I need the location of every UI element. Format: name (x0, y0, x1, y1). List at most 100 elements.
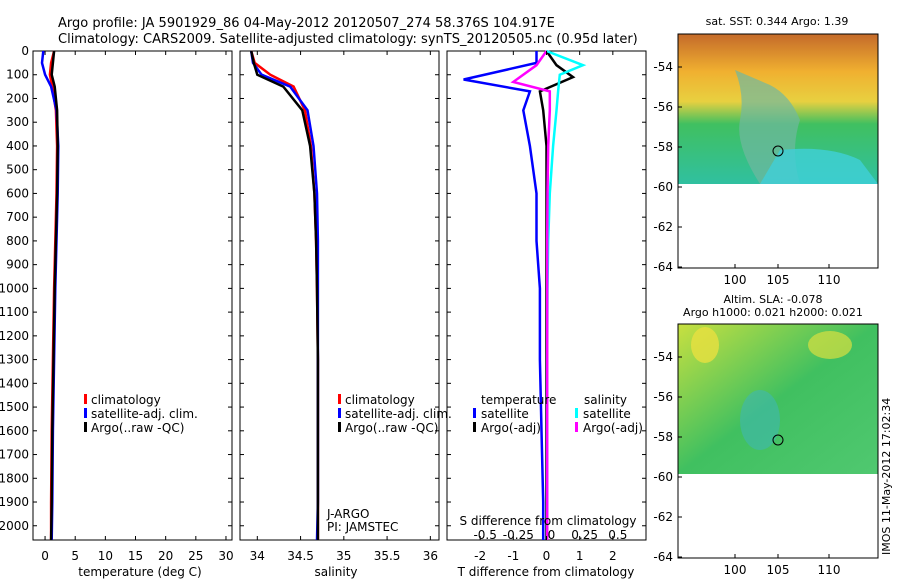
map-y-tick-label: -58 (653, 140, 673, 154)
y-tick-label: 1200 (0, 329, 29, 343)
sla-map-high-patch (808, 331, 852, 359)
y-tick-label: 1300 (0, 353, 29, 367)
sla-map-ticks: 100 105 110 -54 -56 -58 -60 -62 -64 (653, 350, 840, 577)
difference-legend: temperature salinity satellite Argo(-adj… (473, 393, 643, 435)
difference-top-xlabel: S difference from climatology (460, 514, 637, 528)
map-y-tick-label: -54 (653, 350, 673, 364)
map-y-tick-label: -62 (653, 510, 673, 524)
sst-map-cyan-patch (760, 148, 878, 184)
map-x-tick-label: 105 (767, 563, 790, 577)
y-tick-label: 1400 (0, 376, 29, 390)
sla-map-high-patch (691, 327, 719, 363)
salinity-legend: climatology satellite-adj. clim. Argo(..… (338, 393, 452, 435)
salinity-plot (249, 50, 320, 541)
y-tick-label: 500 (6, 163, 29, 177)
sla-map-title-line1: Altim. SLA: -0.078 (723, 293, 822, 306)
y-tick-label: 1800 (0, 471, 29, 485)
series-line-salinity-argo-adj- (510, 50, 552, 540)
map-y-tick-label: -64 (653, 260, 673, 274)
sla-map-title-line2: Argo h1000: 0.021 h2000: 0.021 (683, 306, 863, 319)
legend-swatch-satellite (338, 408, 341, 418)
series-line-argo-raw-qc- (49, 50, 59, 541)
legend-label-satellite: satellite-adj. clim. (91, 407, 198, 421)
x-tick-label: 1 (576, 549, 584, 563)
y-tick-label: 800 (6, 234, 29, 248)
y-tick-label: 400 (6, 139, 29, 153)
series-line-temperature-satellite (463, 51, 545, 540)
map-x-tick-label: 110 (818, 273, 841, 287)
series-line-argo-raw-qc- (249, 50, 320, 540)
temperature-plot (40, 50, 60, 541)
annotation-pi: PI: JAMSTEC (327, 520, 398, 534)
legend-label-climatology: climatology (91, 393, 161, 407)
x-tick-label: 30 (218, 549, 233, 563)
s-tick-label: 0 (548, 528, 556, 542)
y-tick-label: 2000 (0, 519, 29, 533)
temperature-legend: climatology satellite-adj. clim. Argo(..… (84, 393, 198, 435)
y-tick-label: 900 (6, 258, 29, 272)
x-tick-label: 35 (336, 549, 351, 563)
y-tick-label: 1900 (0, 495, 29, 509)
y-tick-label: 100 (6, 68, 29, 82)
sla-map-argo-marker (772, 434, 784, 446)
map-x-tick-label: 110 (818, 563, 841, 577)
legend-label-satellite: satellite-adj. clim. (345, 407, 452, 421)
x-tick-label: 34 (250, 549, 265, 563)
y-tick-label: 700 (6, 210, 29, 224)
legend-label-argo: Argo(..raw -QC) (91, 421, 184, 435)
s-tick-label: -0.25 (503, 528, 534, 542)
y-tick-label: 1100 (0, 305, 29, 319)
sst-map-title: sat. SST: 0.344 Argo: 1.39 (706, 15, 849, 28)
map-y-tick-label: -54 (653, 60, 673, 74)
map-y-tick-label: -64 (653, 550, 673, 564)
map-x-tick-label: 105 (767, 273, 790, 287)
map-y-tick-label: -56 (653, 390, 673, 404)
sst-map-nodata (678, 184, 878, 268)
x-tick-label: 2 (609, 549, 617, 563)
x-tick-label: 0 (41, 549, 49, 563)
y-tick-label: 1000 (0, 281, 29, 295)
y-tick-label: 300 (6, 115, 29, 129)
salinity-xlabel: salinity (314, 565, 357, 579)
x-tick-label: 35.5 (374, 549, 401, 563)
map-y-tick-label: -60 (653, 470, 673, 484)
y-tick-label: 0 (21, 44, 29, 58)
legend-swatch-s-satellite (575, 408, 578, 418)
legend-label-s-satellite: satellite (583, 407, 631, 421)
legend-swatch-climatology (84, 394, 87, 404)
x-tick-label: 20 (158, 549, 173, 563)
legend-swatch-t-argo (473, 422, 476, 432)
header-line1: Argo profile: JA 5901929_86 04-May-2012 … (58, 16, 555, 31)
legend-swatch-argo (84, 422, 87, 432)
y-tick-label: 200 (6, 91, 29, 105)
x-tick-label: -2 (474, 549, 486, 563)
sla-map-low-patch (740, 390, 780, 450)
legend-swatch-s-argo (575, 422, 578, 432)
legend-label-t-satellite: satellite (481, 407, 529, 421)
sla-map (677, 323, 879, 559)
legend-swatch-argo (338, 422, 341, 432)
y-tick-label: 600 (6, 186, 29, 200)
difference-xlabel: T difference from climatology (457, 565, 635, 579)
legend-title-temperature: temperature (481, 393, 556, 407)
sst-map-argo-marker (772, 145, 784, 157)
temperature-plot-frame (32, 50, 233, 541)
series-line-salinity-satellite (545, 49, 587, 540)
legend-label-argo: Argo(..raw -QC) (345, 421, 438, 435)
sst-map-ticks: 100 105 110 -54 -56 -58 -60 -62 -64 (653, 60, 840, 287)
map-y-tick-label: -58 (653, 430, 673, 444)
sla-map-nodata (678, 474, 878, 558)
s-tick-label: 0.5 (608, 528, 627, 542)
s-tick-label: -0.5 (473, 528, 496, 542)
x-tick-label: 5 (71, 549, 79, 563)
y-tick-label: 1500 (0, 400, 29, 414)
legend-swatch-t-satellite (473, 408, 476, 418)
x-tick-label: 34.5 (287, 549, 314, 563)
legend-title-salinity: salinity (584, 393, 627, 407)
axis-ticks: 0 5 10 15 20 25 300100200300400500600700800900… (0, 44, 646, 563)
difference-plot (463, 49, 587, 540)
map-y-tick-label: -56 (653, 100, 673, 114)
annotation-jargo: J-ARGO (326, 507, 369, 521)
imos-timestamp: IMOS 11-May-2012 17:02:34 (880, 398, 893, 555)
